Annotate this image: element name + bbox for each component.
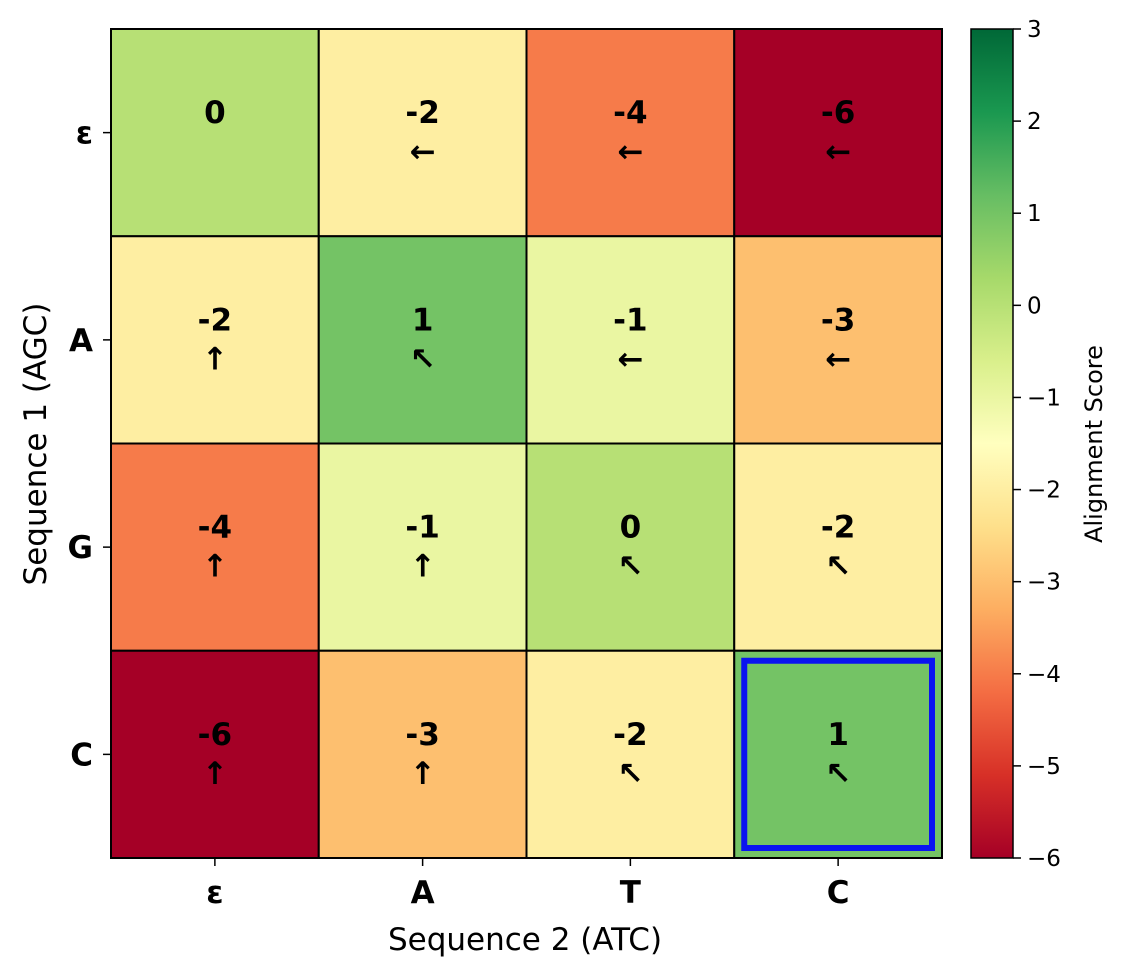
cell-value-label: -4 <box>613 95 647 131</box>
cell-direction-arrow: ↖ <box>825 756 851 792</box>
heatmap-cell <box>110 235 320 445</box>
cell-direction-arrow: ↑ <box>202 549 228 585</box>
cell-value-label: -2 <box>405 95 439 131</box>
colorbar-tick-label: 0 <box>1027 293 1042 319</box>
optimal-cell-highlight <box>741 657 935 851</box>
x-tick-label: C <box>827 875 850 911</box>
cell-direction-arrow: ← <box>617 341 643 377</box>
cell-direction-arrow: ↑ <box>410 756 436 792</box>
heatmap-cell <box>733 235 943 445</box>
heatmap-cell <box>110 649 320 859</box>
cell-direction-arrow: ↖ <box>825 549 851 585</box>
y-tick-label: G <box>68 530 93 566</box>
cell-value-label: -1 <box>613 302 647 338</box>
cell-value-label: 0 <box>204 95 226 131</box>
colorbar-tick-label: −1 <box>1027 385 1061 411</box>
cell-direction-arrow: ← <box>825 134 851 170</box>
cell-direction-arrow: ↖ <box>617 756 643 792</box>
colorbar-tick-label: 2 <box>1027 109 1042 135</box>
cell-direction-arrow: ← <box>410 134 436 170</box>
heatmap-cell <box>110 28 320 238</box>
colorbar-gradient <box>970 28 1014 859</box>
colorbar-tick-label: −6 <box>1027 846 1061 872</box>
cell-value-label: -2 <box>613 717 647 753</box>
cells-layer <box>110 28 943 859</box>
y-axis-label: Sequence 1 (AGC) <box>18 303 54 586</box>
cell-direction-arrow: ↖ <box>617 549 643 585</box>
heatmap-cell <box>733 442 943 652</box>
x-tick-label: A <box>411 875 435 911</box>
heatmap-cell <box>525 235 736 445</box>
cell-value-label: -2 <box>198 302 232 338</box>
colorbar-tick-label: −4 <box>1027 662 1061 688</box>
x-axis-label: Sequence 2 (ATC) <box>388 922 662 958</box>
plot-frame <box>110 28 943 859</box>
x-tick-label: ε <box>206 875 223 911</box>
cell-value-label: -6 <box>821 95 855 131</box>
cell-value-label: -3 <box>821 302 855 338</box>
heatmap-cell <box>733 649 943 859</box>
heatmap-cell <box>317 28 528 238</box>
colorbar-tick-label: 3 <box>1027 17 1042 43</box>
cell-direction-arrow: ↖ <box>410 341 436 377</box>
heatmap-cell <box>317 649 528 859</box>
heatmap-cell <box>110 442 320 652</box>
colorbar-tick-label: −3 <box>1027 570 1061 596</box>
y-tick-label: A <box>69 323 93 359</box>
cell-value-label: -2 <box>821 510 855 546</box>
heatmap-cell <box>733 28 943 238</box>
colorbar-tick-label: −2 <box>1027 478 1061 504</box>
cell-value-label: 1 <box>412 302 434 338</box>
cell-value-label: -6 <box>198 717 232 753</box>
heatmap-cell <box>525 649 736 859</box>
cell-value-label: -1 <box>405 510 439 546</box>
cell-value-label: 1 <box>827 717 849 753</box>
cell-labels-layer: 0 -2←-4←-6←-2↑1↖-1←-3←-4↑-1↑0↖-2↖-6↑-3↑-2… <box>198 95 856 792</box>
colorbar-tick-label: 1 <box>1027 201 1042 227</box>
heatmap-cell <box>317 235 528 445</box>
colorbar-tick-label: −5 <box>1027 754 1061 780</box>
cell-direction-arrow: ↑ <box>202 756 228 792</box>
colorbar-layer: 3 2 1 0 −1 −2 −3 −4 −5 −6 <box>970 17 1061 872</box>
cell-value-label: -3 <box>405 717 439 753</box>
cell-direction-arrow: ← <box>825 341 851 377</box>
cell-direction-arrow: ↑ <box>410 549 436 585</box>
cell-direction-arrow: ↑ <box>202 341 228 377</box>
heatmap-cell <box>525 28 736 238</box>
cell-value-label: 0 <box>620 510 642 546</box>
y-tick-label: C <box>70 737 93 773</box>
axes-layer: ε A T Cε A G C <box>68 28 943 911</box>
heatmap-cell <box>525 442 736 652</box>
cell-direction-arrow: ← <box>617 134 643 170</box>
heatmap-cell <box>317 442 528 652</box>
cell-value-label: -4 <box>198 510 232 546</box>
colorbar-label: Alignment Score <box>1080 345 1108 543</box>
x-tick-label: T <box>620 875 641 911</box>
y-tick-label: ε <box>76 116 93 152</box>
